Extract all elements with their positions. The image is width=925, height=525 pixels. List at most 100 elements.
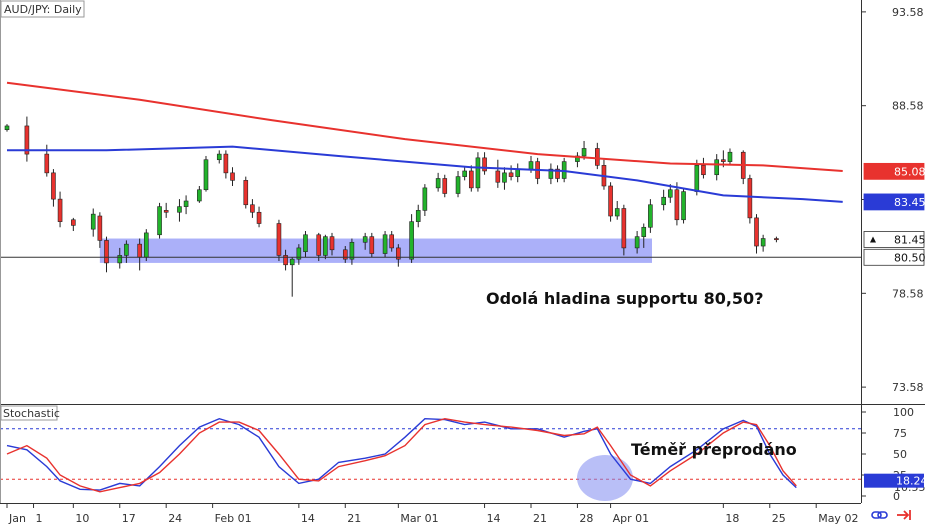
candle: [701, 157, 706, 179]
candle: [482, 152, 487, 175]
candle: [415, 204, 421, 228]
price-tag: [863, 162, 925, 180]
candle: [634, 231, 640, 254]
stochastic-tick-label: 0: [893, 490, 900, 503]
candle: [197, 185, 202, 203]
candle: [177, 199, 182, 222]
candle: [362, 232, 368, 250]
candle: [595, 142, 600, 170]
time-tick-label: 18: [725, 512, 739, 525]
candle: [422, 184, 428, 217]
support-zone: [99, 238, 652, 263]
candle: [674, 182, 680, 226]
candle: [163, 202, 169, 218]
candle: [296, 244, 302, 265]
time-tick-label: Apr 01: [613, 512, 650, 525]
candle: [71, 217, 76, 232]
go-to-end-arrow-icon[interactable]: [897, 510, 911, 520]
candle: [276, 219, 282, 262]
candle: [243, 176, 249, 209]
stochastic-pane[interactable]: [0, 405, 861, 503]
price-tick-label: 78.58: [892, 287, 924, 300]
price-tag: [863, 248, 925, 266]
time-tick-label: Feb 01: [215, 512, 252, 525]
candle: [754, 214, 759, 254]
time-tick-label: Jan: [8, 512, 26, 525]
candle: [548, 163, 554, 185]
candle: [455, 170, 461, 198]
time-tick-label: 21: [533, 512, 547, 525]
candle: [51, 169, 56, 207]
oversold-highlight: [577, 455, 633, 501]
candle: [475, 152, 481, 192]
stochastic-tick-label: 75: [893, 427, 907, 440]
candle: [396, 244, 401, 267]
candle: [409, 214, 414, 263]
svg-text:83.45: 83.45: [894, 196, 925, 209]
price-tag: [863, 193, 925, 211]
time-tick-label: 1: [36, 512, 43, 525]
candle: [502, 167, 507, 190]
time-tick-label: 21: [347, 512, 361, 525]
ma-line-ma200: [6, 81, 843, 172]
candle: [468, 165, 474, 192]
candle: [283, 249, 288, 271]
candle: [203, 155, 209, 192]
time-tick-label: Mar 01: [400, 512, 438, 525]
candle: [97, 212, 103, 248]
last-price-marker-icon: [870, 236, 876, 243]
price-tick-label: 88.58: [892, 100, 924, 113]
chart-title: AUD/JPY: Daily: [4, 3, 82, 16]
time-tick-label: 14: [487, 512, 501, 525]
time-tick-label: May 02: [818, 512, 858, 525]
time-tick-label: 17: [122, 512, 136, 525]
svg-text:80.50: 80.50: [894, 251, 925, 264]
candle: [303, 231, 308, 258]
candle: [747, 174, 753, 224]
candle: [714, 154, 720, 181]
candle: [104, 236, 109, 273]
candle: [648, 199, 653, 233]
candle: [323, 234, 328, 260]
candle: [342, 246, 348, 263]
price-tick-label: 93.58: [892, 6, 924, 19]
candle: [143, 229, 149, 262]
candle: [681, 187, 686, 224]
svg-text:18.24: 18.24: [896, 475, 925, 488]
time-tick-label: 24: [168, 512, 182, 525]
candle: [57, 191, 63, 228]
candle: [442, 174, 448, 198]
candle: [90, 208, 96, 237]
ma-line-ma100: [7, 145, 843, 203]
candle: [216, 150, 222, 164]
candle: [621, 204, 627, 256]
candle: [462, 167, 467, 181]
support-annotation: Odolá hladina supportu 80,50?: [486, 289, 763, 308]
candle: [124, 240, 129, 263]
price-pane[interactable]: [0, 0, 861, 404]
candle: [661, 189, 666, 211]
stochastic-title: Stochastic: [3, 407, 60, 420]
candle: [329, 232, 335, 256]
candle: [316, 232, 322, 262]
candle: [289, 257, 295, 297]
candle: [250, 199, 255, 218]
candle: [157, 202, 162, 239]
stochastic-axis: 100755025010.5518.24: [861, 406, 925, 503]
candle: [117, 247, 123, 269]
candle: [389, 231, 395, 252]
time-tick-label: 28: [579, 512, 593, 525]
stochastic-annotation: Téměř přeprodáno: [631, 440, 797, 459]
candle: [614, 201, 620, 220]
candle: [256, 206, 262, 228]
time-tick-label: 14: [301, 512, 315, 525]
candle: [435, 172, 441, 192]
candle: [24, 116, 30, 162]
stochastic-value-tag: [864, 473, 924, 488]
time-tick-label: 25: [772, 512, 786, 525]
candle: [641, 223, 647, 248]
link-icon[interactable]: [871, 511, 888, 519]
candle: [608, 182, 613, 222]
left-frame: [0, 0, 1, 503]
